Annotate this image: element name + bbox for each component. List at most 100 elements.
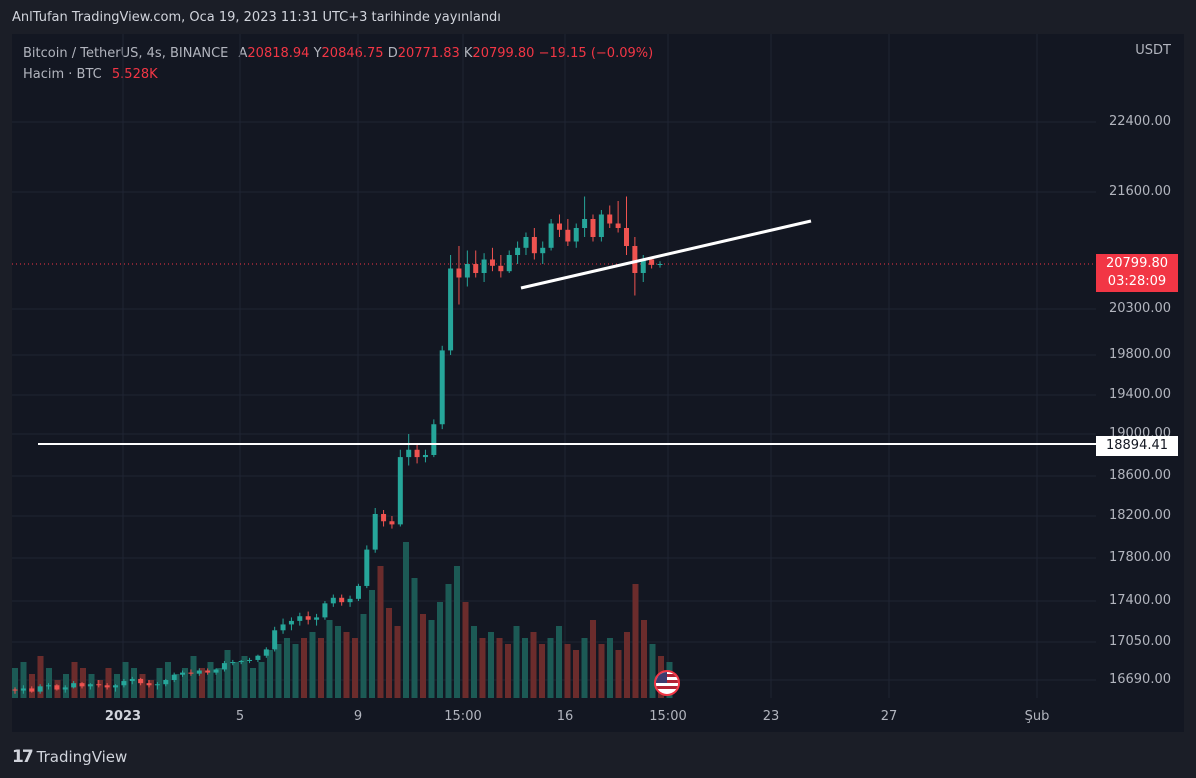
y-tick-label: 18200.00 — [1108, 508, 1171, 523]
volume-bar — [488, 632, 494, 698]
candle-body — [506, 255, 512, 272]
candle-body — [163, 680, 169, 685]
volume-bar — [539, 644, 545, 698]
volume-bar — [292, 644, 299, 698]
candle-body — [414, 449, 420, 458]
candle-body — [129, 678, 135, 682]
candle-body — [54, 685, 60, 690]
chart-panel[interactable] — [12, 34, 1184, 732]
volume-label[interactable]: Hacim · BTC — [23, 67, 102, 82]
candle-body — [247, 659, 253, 661]
candle-body — [364, 549, 370, 586]
volume-bar — [581, 638, 588, 698]
candle-body — [473, 264, 479, 273]
candle-body — [314, 617, 320, 620]
candle-body — [138, 678, 144, 684]
volume-bar — [275, 644, 282, 698]
volume-bar — [12, 668, 18, 698]
candle-body — [598, 214, 604, 237]
candle-body — [489, 259, 495, 266]
x-tick-label: 9 — [353, 709, 363, 724]
trendline — [520, 219, 812, 290]
volume-bar — [326, 620, 333, 698]
change-value: −19.15 (−0.09%) — [538, 46, 654, 61]
candle-body — [154, 684, 160, 686]
candle-body — [406, 449, 412, 458]
candle-body — [230, 662, 236, 664]
volume-bar — [547, 638, 554, 698]
volume-bar — [29, 674, 35, 698]
volume-bar — [573, 650, 579, 698]
y-tick-label: 17800.00 — [1108, 550, 1171, 565]
y-tick-label: 19400.00 — [1108, 387, 1171, 402]
volume-bar — [496, 638, 503, 698]
y-tick-label: 22400.00 — [1108, 114, 1171, 129]
candle-body — [556, 223, 562, 230]
candle-body — [255, 655, 261, 660]
candle-body — [523, 237, 529, 248]
volume-bar — [216, 668, 222, 698]
candle-body — [565, 229, 571, 242]
candle-body — [456, 268, 462, 278]
candle-body — [297, 616, 303, 621]
volume-bar — [156, 668, 163, 698]
candle-body — [381, 514, 387, 522]
volume-bar — [63, 674, 69, 698]
candle-body — [37, 686, 43, 692]
volume-bar — [352, 638, 358, 698]
candle-body — [498, 265, 504, 272]
volume-bar — [556, 626, 562, 698]
candle-body — [263, 649, 269, 656]
footer-brand[interactable]: 17 TradingView — [12, 747, 127, 767]
volume-bar — [80, 668, 86, 698]
volume-bar — [233, 662, 239, 698]
candle-body — [607, 214, 613, 224]
volume-bar — [564, 644, 571, 698]
candle-body — [305, 616, 311, 620]
tradingview-logo-icon: 17 — [12, 747, 34, 767]
candle-body — [515, 247, 521, 255]
volume-bar — [377, 566, 384, 698]
volume-bar — [598, 644, 605, 698]
candle-body — [20, 688, 26, 691]
x-tick-label: 2023 — [104, 709, 142, 724]
candle-body — [205, 670, 211, 673]
x-tick-label: 27 — [880, 709, 898, 724]
candle-body — [196, 670, 202, 674]
candle-body — [481, 259, 487, 273]
high-label: Y — [313, 46, 322, 61]
volume-bar — [258, 662, 265, 698]
candle-body — [71, 683, 77, 688]
y-tick-label: 19800.00 — [1108, 347, 1171, 362]
volume-bar — [37, 656, 44, 698]
volume-bar — [20, 662, 27, 698]
volume-bar — [369, 590, 375, 698]
last-price-value: 20799.80 — [1105, 256, 1169, 271]
candle-body — [62, 687, 68, 690]
volume-bar — [624, 632, 630, 698]
volume-bar — [267, 650, 273, 698]
volume-bar — [403, 542, 409, 698]
volume-bar — [190, 656, 197, 698]
x-tick-label: 15:00 — [649, 709, 687, 724]
candle-body — [531, 237, 537, 254]
candle-body — [632, 246, 638, 273]
volume-bar — [632, 584, 639, 698]
x-tick-label: 5 — [235, 709, 245, 724]
volume-bar — [462, 602, 469, 698]
open-value: 20818.94 — [247, 46, 310, 61]
symbol-name[interactable]: Bitcoin / TetherUS, 4s, BINANCE — [23, 46, 229, 61]
x-tick-label: Şub — [1024, 709, 1050, 724]
x-tick-label: 23 — [762, 709, 780, 724]
volume-bar — [318, 638, 324, 698]
candle-body — [46, 685, 52, 687]
volume-bar — [437, 602, 443, 698]
volume-bar — [250, 668, 256, 698]
candle-body — [540, 247, 546, 254]
candle-body — [213, 669, 219, 673]
volume-bar — [386, 608, 392, 698]
close-label: K — [463, 46, 473, 61]
us-flag-icon[interactable] — [654, 670, 680, 696]
level-price-tag: 18894.41 — [1096, 436, 1178, 456]
